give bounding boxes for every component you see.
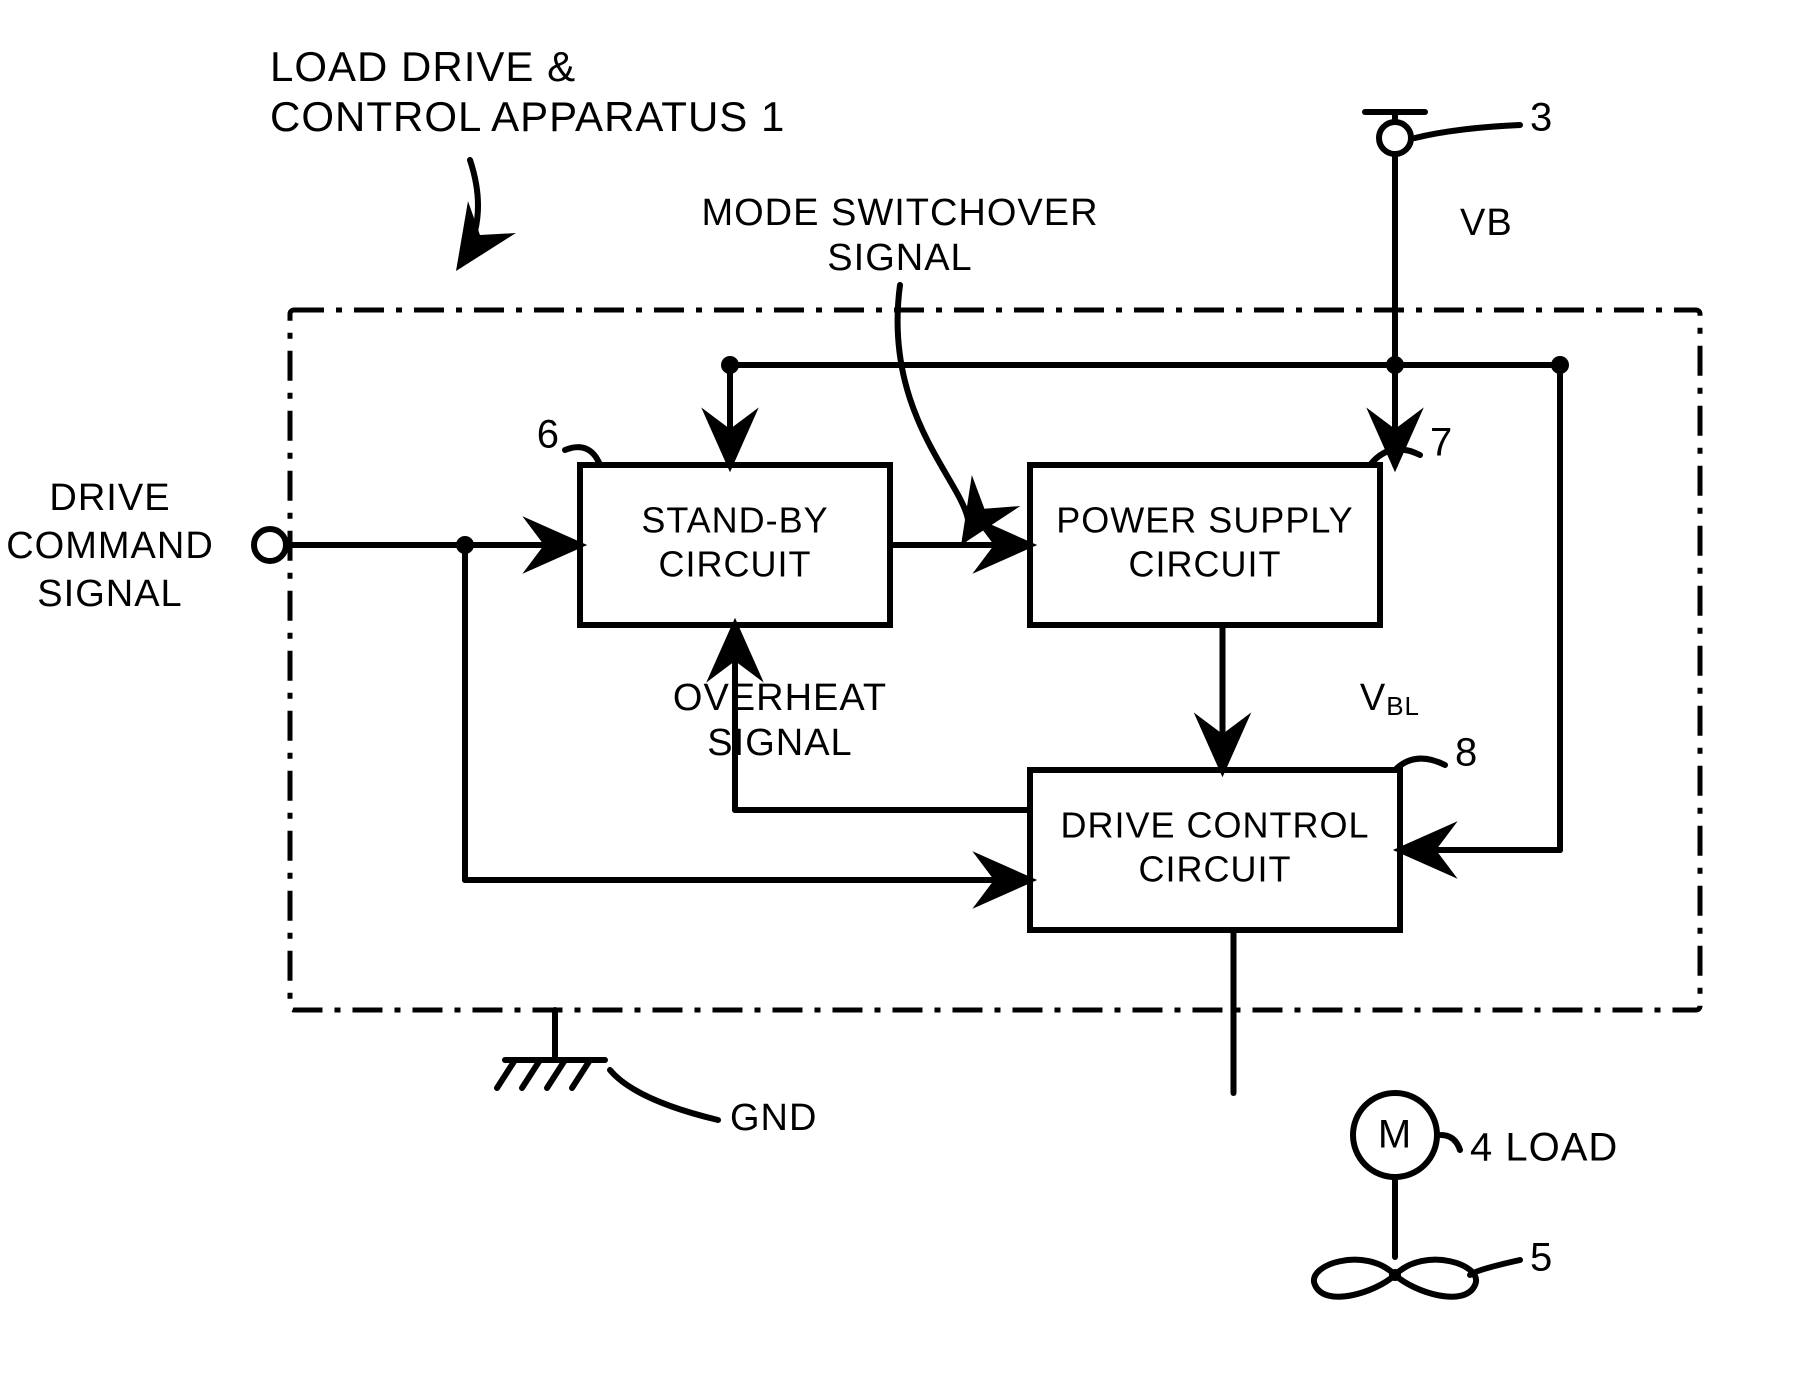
svg-text:MODE SWITCHOVER: MODE SWITCHOVER	[701, 192, 1098, 234]
svg-text:CONTROL APPARATUS 1: CONTROL APPARATUS 1	[270, 93, 785, 140]
svg-text:CIRCUIT: CIRCUIT	[659, 544, 812, 585]
svg-text:M: M	[1378, 1113, 1412, 1157]
svg-text:VBL: VBL	[1360, 677, 1420, 721]
svg-text:COMMAND: COMMAND	[6, 525, 214, 567]
svg-text:SIGNAL: SIGNAL	[827, 237, 972, 279]
svg-text:OVERHEAT: OVERHEAT	[673, 677, 887, 719]
svg-text:7: 7	[1430, 421, 1453, 465]
svg-text:CIRCUIT: CIRCUIT	[1139, 849, 1292, 890]
svg-text:SIGNAL: SIGNAL	[37, 573, 182, 615]
svg-text:5: 5	[1530, 1236, 1553, 1280]
battery-terminal	[1379, 122, 1411, 154]
diagram-canvas: LOAD DRIVE &CONTROL APPARATUS 1STAND-BYC…	[0, 0, 1816, 1378]
svg-text:DRIVE: DRIVE	[49, 477, 170, 519]
svg-text:POWER SUPPLY: POWER SUPPLY	[1056, 500, 1353, 541]
svg-text:6: 6	[537, 413, 560, 457]
svg-text:CIRCUIT: CIRCUIT	[1129, 544, 1282, 585]
svg-text:3: 3	[1530, 96, 1553, 140]
svg-text:SIGNAL: SIGNAL	[707, 722, 852, 764]
drive-command-terminal	[254, 529, 286, 561]
svg-text:DRIVE CONTROL: DRIVE CONTROL	[1060, 805, 1369, 846]
svg-text:4 LOAD: 4 LOAD	[1470, 1126, 1618, 1170]
svg-text:STAND-BY: STAND-BY	[641, 500, 828, 541]
svg-text:VB: VB	[1460, 202, 1513, 244]
svg-text:8: 8	[1455, 731, 1478, 775]
svg-text:LOAD DRIVE &: LOAD DRIVE &	[270, 43, 576, 90]
svg-text:GND: GND	[730, 1097, 817, 1139]
